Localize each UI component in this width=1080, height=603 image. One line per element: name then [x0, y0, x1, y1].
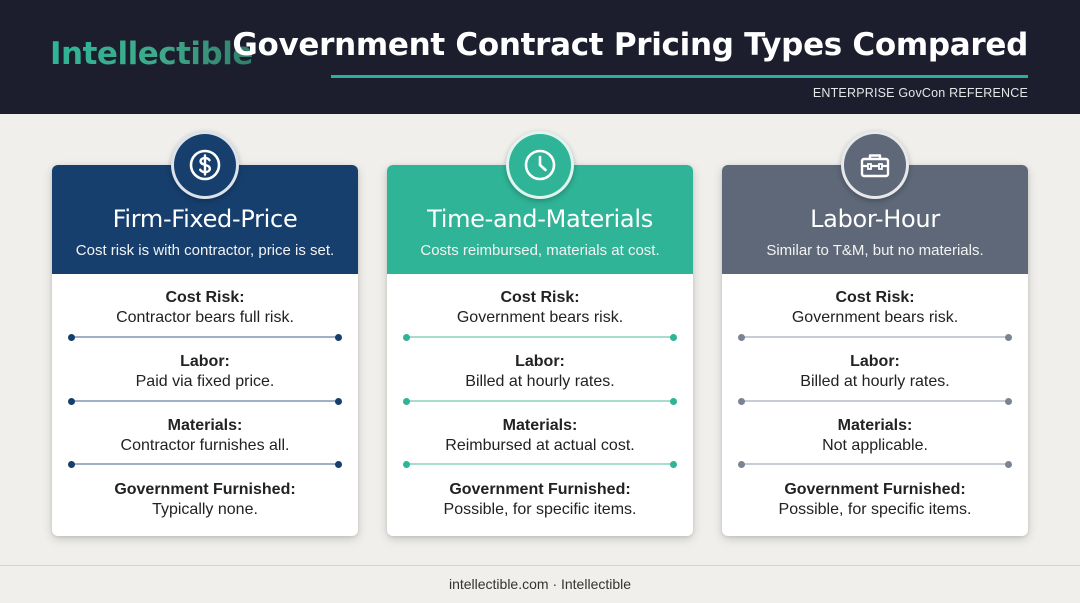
row-value: Reimbursed at actual cost.	[445, 437, 635, 454]
row-labor: Labor: Paid via fixed price.	[52, 352, 358, 392]
page-subtitle: ENTERPRISE GovCon REFERENCE	[812, 86, 1028, 100]
row-materials: Materials: Contractor furnishes all.	[52, 416, 358, 456]
divider-dot	[335, 334, 342, 341]
divider	[68, 334, 342, 341]
row-value: Billed at hourly rates.	[465, 373, 615, 390]
row-cost-risk: Cost Risk: Government bears risk.	[722, 288, 1028, 328]
card-header: Time-and-Materials Costs reimbursed, mat…	[387, 131, 693, 274]
row-cost-risk: Cost Risk: Contractor bears full risk.	[52, 288, 358, 328]
row-value: Billed at hourly rates.	[800, 373, 950, 390]
divider-dot	[68, 334, 75, 341]
card-header: Labor-Hour Similar to T&M, but no materi…	[722, 131, 1028, 274]
card-tagline: Cost risk is with contractor, price is s…	[75, 242, 335, 259]
divider	[68, 461, 342, 468]
divider-dot	[738, 334, 745, 341]
clock-icon	[506, 131, 574, 199]
page-header: Intellectible Government Contract Pricin…	[0, 0, 1080, 114]
row-label: Labor:	[180, 353, 230, 370]
toolbox-icon	[841, 131, 909, 199]
card-title: Time-and-Materials	[427, 205, 653, 233]
divider-dot	[403, 398, 410, 405]
row-value: Typically none.	[152, 501, 258, 518]
card-rows: Cost Risk: Government bears risk. Labor:…	[387, 274, 693, 536]
divider	[738, 398, 1012, 405]
card-title: Labor-Hour	[810, 205, 940, 233]
row-value: Not applicable.	[822, 437, 928, 454]
row-value: Possible, for specific items.	[778, 501, 972, 518]
row-label: Cost Risk:	[835, 289, 915, 306]
row-labor: Labor: Billed at hourly rates.	[387, 352, 693, 392]
card-labor-hour: Labor-Hour Similar to T&M, but no materi…	[722, 131, 1028, 536]
divider	[403, 334, 677, 341]
card-firm-fixed-price: Firm-Fixed-Price Cost risk is with contr…	[52, 131, 358, 536]
row-label: Labor:	[850, 353, 900, 370]
dollar-icon	[171, 131, 239, 199]
divider	[403, 461, 677, 468]
divider	[738, 334, 1012, 341]
divider-dot	[738, 398, 745, 405]
divider-dot	[670, 398, 677, 405]
divider-dot	[403, 461, 410, 468]
row-label: Cost Risk:	[165, 289, 245, 306]
divider-dot	[738, 461, 745, 468]
divider	[68, 398, 342, 405]
card-rows: Cost Risk: Contractor bears full risk. L…	[52, 274, 358, 536]
card-tagline: Costs reimbursed, materials at cost.	[420, 242, 660, 259]
card-tagline: Similar to T&M, but no materials.	[766, 242, 984, 259]
divider-dot	[335, 461, 342, 468]
page-title: Government Contract Pricing Types Compar…	[232, 27, 1028, 63]
card-rows: Cost Risk: Government bears risk. Labor:…	[722, 274, 1028, 536]
card-header: Firm-Fixed-Price Cost risk is with contr…	[52, 131, 358, 274]
divider-dot	[403, 334, 410, 341]
row-labor: Labor: Billed at hourly rates.	[722, 352, 1028, 392]
divider-dot	[1005, 398, 1012, 405]
row-government-furnished: Government Furnished: Possible, for spec…	[387, 480, 693, 520]
row-materials: Materials: Not applicable.	[722, 416, 1028, 456]
card-time-and-materials: Time-and-Materials Costs reimbursed, mat…	[387, 131, 693, 536]
row-label: Government Furnished:	[114, 481, 296, 498]
divider	[403, 398, 677, 405]
row-materials: Materials: Reimbursed at actual cost.	[387, 416, 693, 456]
row-label: Cost Risk:	[500, 289, 580, 306]
page-footer: intellectible.com · Intellectible	[448, 576, 632, 592]
divider	[738, 461, 1012, 468]
divider-dot	[1005, 461, 1012, 468]
row-cost-risk: Cost Risk: Government bears risk.	[387, 288, 693, 328]
row-government-furnished: Government Furnished: Typically none.	[52, 480, 358, 520]
divider-dot	[1005, 334, 1012, 341]
divider-dot	[68, 461, 75, 468]
row-label: Labor:	[515, 353, 565, 370]
brand-logo: Intellectible	[50, 36, 253, 72]
row-value: Paid via fixed price.	[135, 373, 275, 390]
divider-dot	[670, 334, 677, 341]
row-government-furnished: Government Furnished: Possible, for spec…	[722, 480, 1028, 520]
row-label: Materials:	[167, 417, 243, 434]
divider-dot	[335, 398, 342, 405]
row-value: Possible, for specific items.	[443, 501, 637, 518]
footer-divider	[0, 565, 1080, 566]
row-value: Contractor bears full risk.	[116, 309, 294, 326]
card-title: Firm-Fixed-Price	[112, 205, 298, 233]
title-underline	[331, 75, 1028, 78]
row-label: Materials:	[837, 417, 913, 434]
divider-dot	[68, 398, 75, 405]
row-label: Government Furnished:	[784, 481, 966, 498]
row-label: Government Furnished:	[449, 481, 631, 498]
row-value: Government bears risk.	[456, 309, 624, 326]
row-value: Contractor furnishes all.	[120, 437, 290, 454]
divider-dot	[670, 461, 677, 468]
row-label: Materials:	[502, 417, 578, 434]
row-value: Government bears risk.	[791, 309, 959, 326]
